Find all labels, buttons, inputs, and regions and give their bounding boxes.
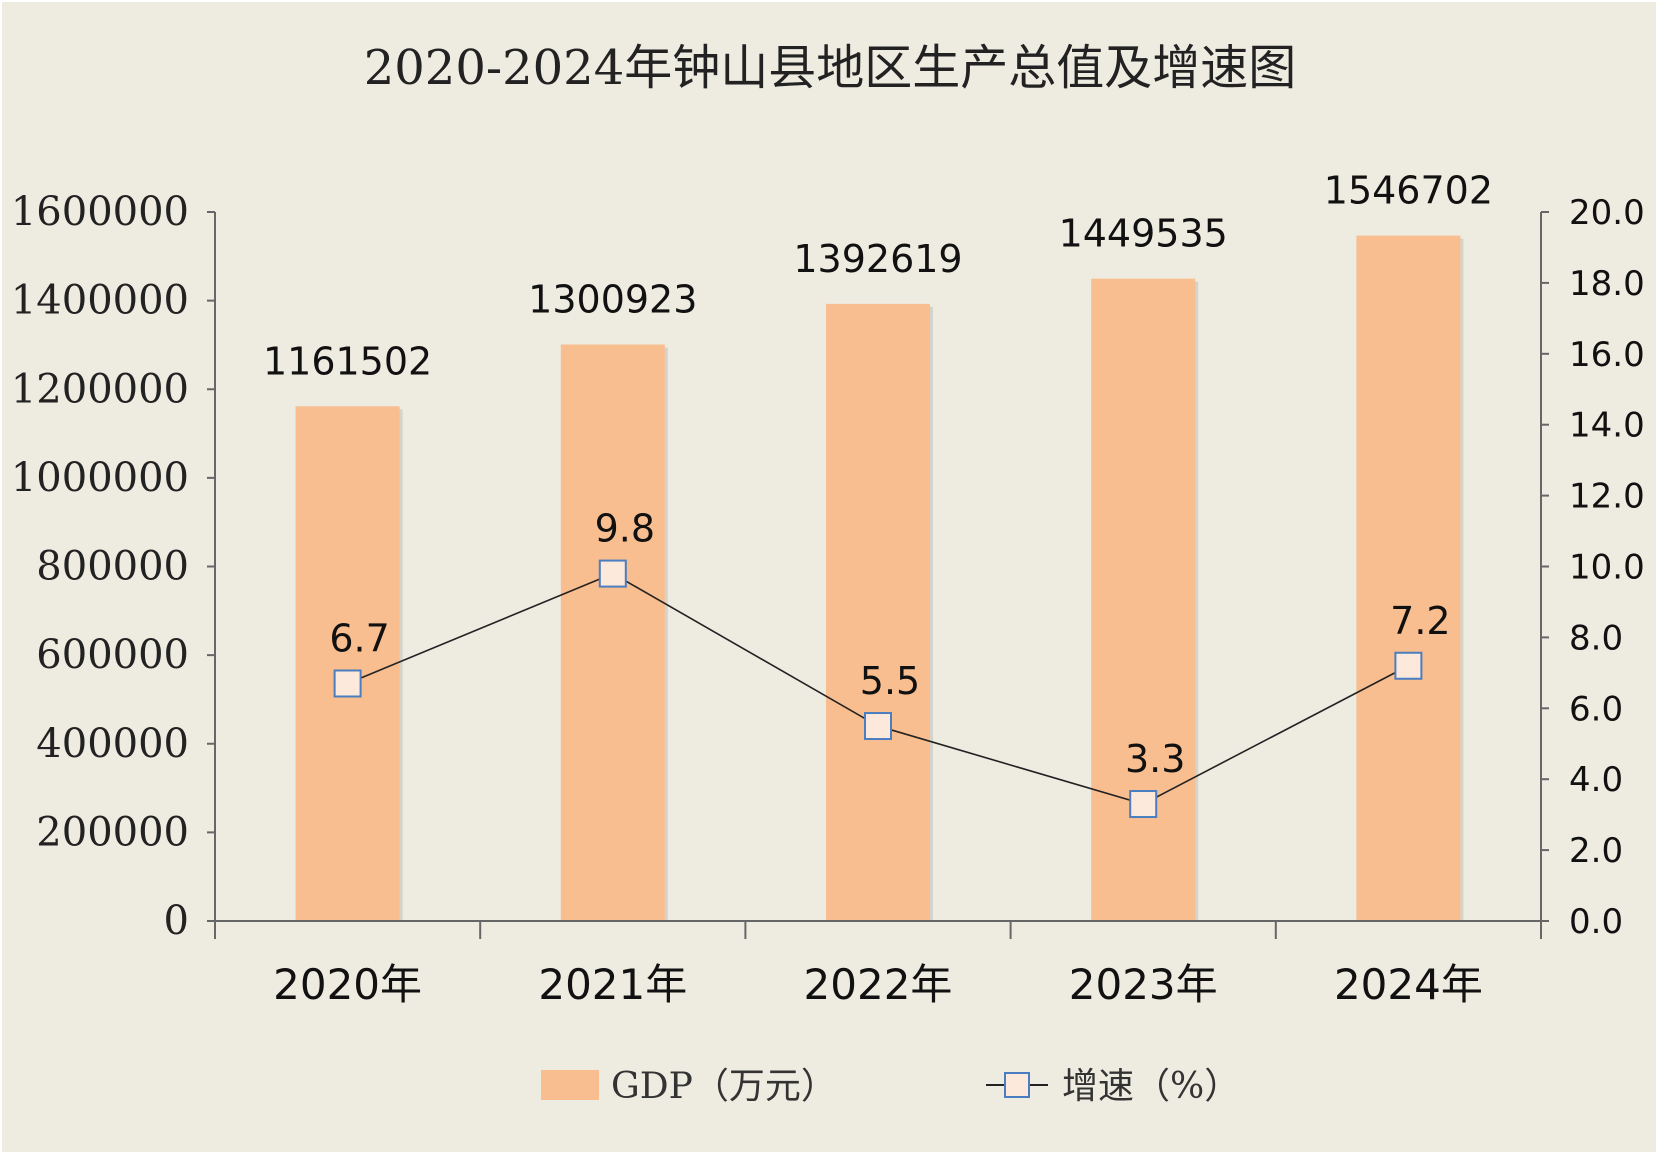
right-tick-label: 20.0	[1569, 193, 1645, 233]
left-tick-label: 0	[164, 898, 189, 944]
bar-2024年	[1356, 235, 1461, 921]
category-label: 2021年	[538, 960, 687, 1009]
right-tick-label: 10.0	[1569, 548, 1645, 588]
right-tick-label: 14.0	[1569, 406, 1645, 446]
growth-value-label: 5.5	[860, 659, 920, 703]
left-tick-label: 1400000	[11, 278, 189, 324]
left-tick-label: 400000	[36, 721, 189, 767]
category-labels: 2020年 2021年 2022年 2023年 2024年	[273, 960, 1483, 1009]
chart-title: 2020-2024年钟山县地区生产总值及增速图	[364, 40, 1297, 96]
right-tick-label: 4.0	[1569, 760, 1623, 800]
left-tick-label: 1600000	[11, 189, 189, 235]
left-tick-label: 600000	[36, 632, 189, 678]
line-series: 6.7 9.8 5.5 3.3 7.2	[329, 507, 1451, 819]
legend-line-label: 增速（%）	[1062, 1066, 1240, 1107]
legend-bar-label: GDP（万元）	[611, 1066, 837, 1107]
growth-value-label: 6.7	[329, 616, 389, 660]
bar-2022年	[826, 303, 930, 921]
left-tick-label: 800000	[36, 544, 189, 590]
growth-value-label: 7.2	[1390, 599, 1450, 643]
bar-2023年	[1091, 278, 1196, 921]
left-axis-ticks: 0 200000 400000 600000 800000 1000000 1200000 1…	[11, 189, 215, 944]
right-tick-label: 8.0	[1569, 618, 1623, 658]
axes	[214, 212, 1542, 939]
bar-value-label: 1392619	[793, 237, 962, 281]
right-tick-label: 0.0	[1569, 902, 1623, 942]
category-label: 2022年	[804, 960, 953, 1009]
legend: GDP（万元） 增速（%）	[541, 1066, 1240, 1107]
category-label: 2020年	[273, 960, 422, 1009]
growth-value-label: 9.8	[595, 507, 655, 551]
growth-marker	[598, 559, 627, 588]
bar-value-label: 1546702	[1324, 169, 1493, 213]
right-tick-label: 16.0	[1569, 335, 1645, 375]
growth-marker	[333, 669, 362, 698]
legend-line-marker	[1004, 1072, 1030, 1098]
growth-marker	[864, 712, 892, 741]
growth-value-label: 3.3	[1125, 737, 1185, 781]
right-tick-label: 18.0	[1569, 264, 1645, 304]
bar-series: 1161502 1300923 1392619 1449535 1546702	[263, 169, 1493, 921]
left-tick-label: 200000	[36, 809, 189, 855]
category-label: 2023年	[1069, 960, 1218, 1009]
bar-value-label: 1300923	[528, 278, 697, 322]
right-axis-ticks: 0.0 2.0 4.0 6.0 8.0 10.0 12.0 14.0 16.0 18.0 20.0	[1541, 193, 1645, 942]
growth-marker	[1394, 651, 1423, 680]
right-tick-label: 12.0	[1569, 477, 1645, 517]
bar-2020年	[295, 406, 400, 921]
right-tick-label: 2.0	[1569, 831, 1623, 871]
bar-2021年	[560, 344, 665, 921]
growth-marker	[1129, 790, 1158, 819]
left-tick-label: 1000000	[11, 455, 189, 501]
left-tick-label: 1200000	[11, 366, 189, 412]
right-tick-label: 6.0	[1569, 689, 1623, 729]
category-label: 2024年	[1334, 960, 1483, 1009]
legend-bar-swatch	[541, 1070, 599, 1100]
bar-value-label: 1449535	[1059, 212, 1228, 256]
bar-value-label: 1161502	[263, 339, 432, 383]
